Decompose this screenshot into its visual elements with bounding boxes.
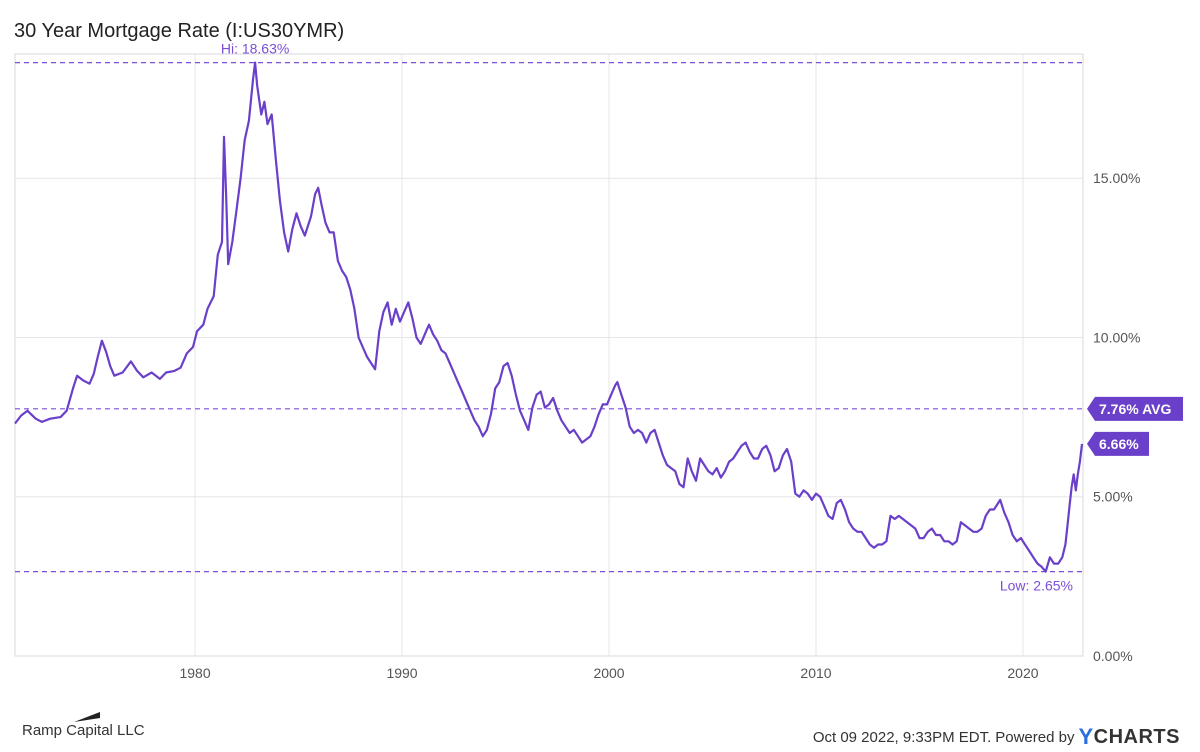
- footer-timestamp: Oct 09 2022, 9:33PM EDT.: [812, 728, 992, 746]
- plot-border: [14, 53, 1084, 657]
- x-tick-label: 2010: [800, 665, 831, 681]
- ycharts-logo-y: Y: [1078, 724, 1094, 749]
- avg-badge-label: 7.76% AVG: [1099, 401, 1171, 417]
- y-tick-label: 15.00%: [1093, 170, 1140, 186]
- x-tick-label: 2020: [1007, 665, 1038, 681]
- y-tick-label: 10.00%: [1093, 329, 1140, 345]
- brand-name: Ramp Capital LLC: [22, 722, 145, 739]
- reference-lines: Hi: 18.63% Low: 2.65%: [15, 41, 1083, 594]
- x-tick-label: 2000: [593, 665, 624, 681]
- page-title: 30 Year Mortgage Rate (I:US30YMR): [14, 20, 345, 42]
- chart: 1980 1990 2000 2010 2020 0.00% 5.00% 10.00% 15.…: [14, 41, 1183, 681]
- badges: 7.76% AVG 6.66%: [1087, 396, 1183, 456]
- chart-grid: [14, 53, 1084, 657]
- ycharts-logo-text: CHARTS: [1093, 725, 1180, 748]
- avg-badge: [1087, 396, 1183, 421]
- x-axis: 1980 1990 2000 2010 2020: [179, 665, 1038, 681]
- y-axis: 0.00% 5.00% 10.00% 15.00%: [1093, 170, 1140, 664]
- footer-brand: Ramp Capital LLC: [22, 722, 145, 739]
- reference-label-high: Hi: 18.63%: [221, 41, 289, 57]
- series-layer: [14, 61, 1084, 573]
- series-line-mortgage-rate: [14, 61, 1084, 573]
- reference-label-low: Low: 2.65%: [1000, 578, 1073, 594]
- footer-powered-by: Powered by: [995, 728, 1075, 746]
- last-value-label: 6.66%: [1099, 436, 1139, 452]
- footer-credit: Oct 09 2022, 9:33PM EDT. Powered by Y CH…: [813, 724, 1180, 750]
- x-tick-label: 1990: [386, 665, 417, 681]
- y-tick-label: 0.00%: [1093, 648, 1133, 664]
- ramp-logo-icon: [72, 710, 102, 729]
- y-tick-label: 5.00%: [1093, 489, 1133, 505]
- last-value-badge: [1087, 431, 1149, 456]
- x-tick-label: 1980: [179, 665, 210, 681]
- ycharts-logo[interactable]: Y CHARTS: [1078, 724, 1180, 750]
